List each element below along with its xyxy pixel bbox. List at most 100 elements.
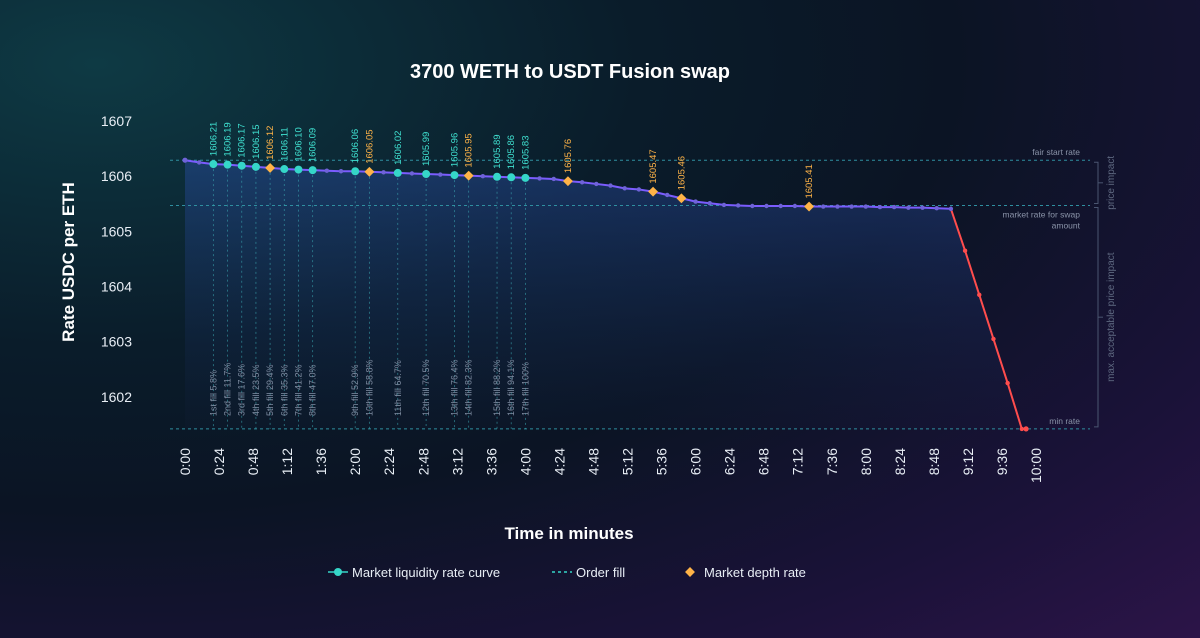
rate-value-label: 1605.41 [804, 164, 815, 198]
order-fill-label: 3rd fill 17.6% [237, 364, 247, 416]
brackets: price impact max. acceptable price impact [1094, 156, 1117, 428]
fill-marker [251, 162, 260, 171]
curve-point [537, 176, 542, 181]
x-tick-label: 5:36 [654, 448, 670, 475]
legend-label: Order fill [576, 565, 625, 580]
y-tick-label: 1607 [101, 113, 132, 129]
curve-point [579, 180, 585, 185]
value-labels: 1606.21 1606.19 1606.17 1606.15 1606.12 1606.… [208, 122, 815, 199]
reference-label: market rate for swap amount [1003, 209, 1081, 230]
reference-lines: fair start rate market rate for swap amoun… [170, 147, 1090, 430]
fill-marker [237, 161, 246, 170]
rate-value-label: 1606.21 [208, 122, 219, 156]
rate-value-label: 1606.10 [293, 127, 304, 161]
curve-point [196, 160, 202, 165]
x-tick-label: 4:24 [551, 448, 567, 475]
depth-marker [463, 170, 474, 181]
curve-point [636, 187, 642, 192]
fill-marker [450, 171, 459, 180]
curve-point [480, 174, 486, 179]
curve-point [962, 248, 968, 253]
x-tick-label: 6:48 [756, 448, 772, 475]
x-tick-label: 2:00 [347, 448, 363, 475]
bracket-label: price impact [1106, 156, 1117, 210]
y-tick-label: 1603 [101, 334, 132, 350]
x-tick-label: 9:36 [994, 448, 1010, 475]
order-fill-label: 16th fill 94.1% [506, 359, 516, 416]
order-fill-label: 13th fill 76.4% [449, 359, 459, 416]
x-tick-label: 1:36 [313, 448, 329, 475]
rate-value-label: 1606.09 [308, 128, 319, 162]
fill-marker [209, 160, 218, 169]
x-tick-label: 8:00 [858, 448, 874, 475]
depth-marker [265, 162, 276, 173]
rate-value-label: 1605.96 [449, 133, 460, 167]
curve-point [977, 292, 982, 298]
depth-marker [648, 186, 658, 197]
x-tick-label: 10:00 [1028, 448, 1044, 483]
y-axis-title: Rate USDC per ETH [59, 182, 78, 342]
fill-marker [422, 170, 431, 178]
legend-label: Market depth rate [704, 565, 806, 580]
chart-title: 3700 WETH to USDT Fusion swap [410, 61, 730, 83]
curve-point [1023, 426, 1029, 432]
curve-point [1005, 380, 1010, 386]
legend-diamond-swatch [685, 567, 695, 577]
rate-value-label: 1606.15 [251, 124, 262, 158]
curve-point [551, 176, 556, 182]
order-fill-lines: 1st fill 5.8% 2nd fill 11.7% 3rd fill 17.6… [208, 164, 530, 429]
x-tick-label: 1:12 [279, 448, 295, 475]
x-tick-label: 0:48 [245, 448, 261, 475]
rate-value-label: 1605.89 [492, 134, 503, 168]
curve-point [735, 203, 741, 208]
curve-point [721, 202, 727, 208]
rate-value-label: 1606.17 [237, 123, 248, 157]
order-fill-label: 15th fill 88.2% [492, 359, 502, 416]
x-tick-label: 4:00 [517, 448, 533, 475]
rate-value-label: 1605.99 [421, 132, 432, 166]
order-fill-label: 2nd fill 11.7% [223, 363, 233, 416]
curve-point [1019, 426, 1025, 432]
rate-value-label: 1606.12 [265, 126, 276, 160]
curve-point [622, 186, 627, 191]
curve-point [608, 183, 613, 188]
order-fill-label: 6th fill 35.3% [279, 364, 289, 416]
x-tick-label: 7:36 [824, 448, 840, 475]
x-tick-label: 0:00 [177, 448, 193, 475]
x-tick-label: 3:12 [449, 448, 465, 475]
curve-point [863, 204, 868, 209]
bracket [1094, 161, 1099, 204]
fill-marker [351, 167, 360, 176]
area-path [185, 160, 1027, 429]
fill-marker [493, 172, 502, 181]
curve-point [792, 203, 798, 209]
rate-value-label: 1605.83 [520, 136, 531, 170]
legend: Market liquidity rate curve Order fill Mar… [328, 565, 806, 580]
curve-point [821, 204, 826, 209]
curve-point [891, 204, 897, 210]
rate-value-label: 1605.86 [506, 135, 517, 169]
curve-point [707, 201, 712, 206]
x-axis: 0:00 0:24 0:48 1:12 1:36 2:00 2:24 2:48 3:12 3:36… [177, 448, 1044, 483]
curve-point [948, 206, 954, 211]
curve-point [835, 204, 840, 209]
curve-points [182, 157, 1029, 432]
order-fill-label: 14th fill 82.3% [464, 359, 474, 416]
legend-curve-marker [334, 568, 342, 576]
curve-point [438, 172, 443, 177]
curve-point [877, 204, 883, 210]
legend-label: Market liquidity rate curve [352, 565, 500, 580]
x-tick-label: 0:24 [211, 448, 227, 475]
bracket [1094, 206, 1099, 428]
curve-point [849, 204, 854, 209]
y-axis: 1602 1603 1604 1605 1606 1607 [101, 113, 132, 405]
curve-point [381, 170, 386, 175]
curve-point [693, 199, 698, 204]
order-fill-label: 10th fill 58.8% [364, 359, 374, 416]
depth-marker [676, 193, 687, 204]
curve-point [991, 336, 996, 342]
x-tick-label: 5:12 [620, 448, 636, 475]
fill-marker [280, 165, 289, 174]
x-tick-label: 8:48 [926, 448, 942, 475]
reference-label: min rate [1049, 416, 1080, 426]
